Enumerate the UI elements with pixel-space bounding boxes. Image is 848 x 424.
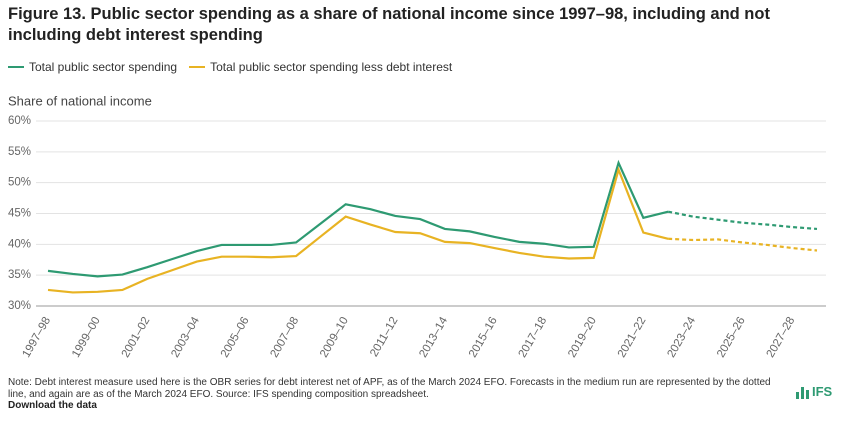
legend-item: Total public sector spending less debt i… [189,60,452,74]
chart-title: Figure 13. Public sector spending as a s… [8,5,770,44]
x-tick-label: 2001–02 [120,315,153,360]
y-axis-label: Share of national income [8,93,152,108]
y-tick-label: 50% [8,177,31,189]
x-tick-label: 2017–18 [517,315,550,360]
x-tick-label: 2025–26 [715,315,748,360]
y-tick-label: 40% [8,238,31,250]
x-tick-label: 2011–12 [368,315,400,359]
x-tick-label: 2021–22 [616,315,649,360]
logo: IFS [796,384,832,399]
x-tick-label: 1997–98 [20,315,53,360]
note: Note: Debt interest measure used here is… [8,377,771,400]
legend-item: Total public sector spending [8,60,177,74]
y-tick-label: 30% [8,300,31,312]
series-line [47,159,669,278]
x-tick-label: 2009–10 [318,315,351,360]
x-tick-label: 2013–14 [417,315,450,360]
x-tick-label: 2019–20 [566,315,599,360]
series-line [668,237,818,252]
download-link[interactable]: Download the data [8,400,97,411]
series-line [667,210,818,231]
x-tick-label: 1999–00 [70,315,103,360]
x-tick-label: 2027–28 [765,315,798,360]
legend-swatch [8,66,24,68]
logo-bars [796,387,809,399]
y-tick-label: 45% [8,208,31,220]
x-tick-label: 2007–08 [269,315,302,360]
x-tick-label: 2023–24 [665,315,698,360]
legend: Total public sector spending Total public… [8,60,452,74]
legend-label: Total public sector spending [29,60,178,74]
y-tick-label: 60% [8,115,31,127]
logo-text: IFS [812,384,833,399]
series-line [47,166,669,294]
y-tick-label: 35% [8,269,31,281]
x-tick-label: 2015–16 [467,315,500,360]
x-tick-label: 2005–06 [219,315,252,360]
x-tick-label: 2003–04 [169,315,202,360]
legend-swatch [189,66,206,68]
legend-label: Total public sector spending less debt i… [210,60,453,74]
y-tick-label: 55% [8,146,31,158]
